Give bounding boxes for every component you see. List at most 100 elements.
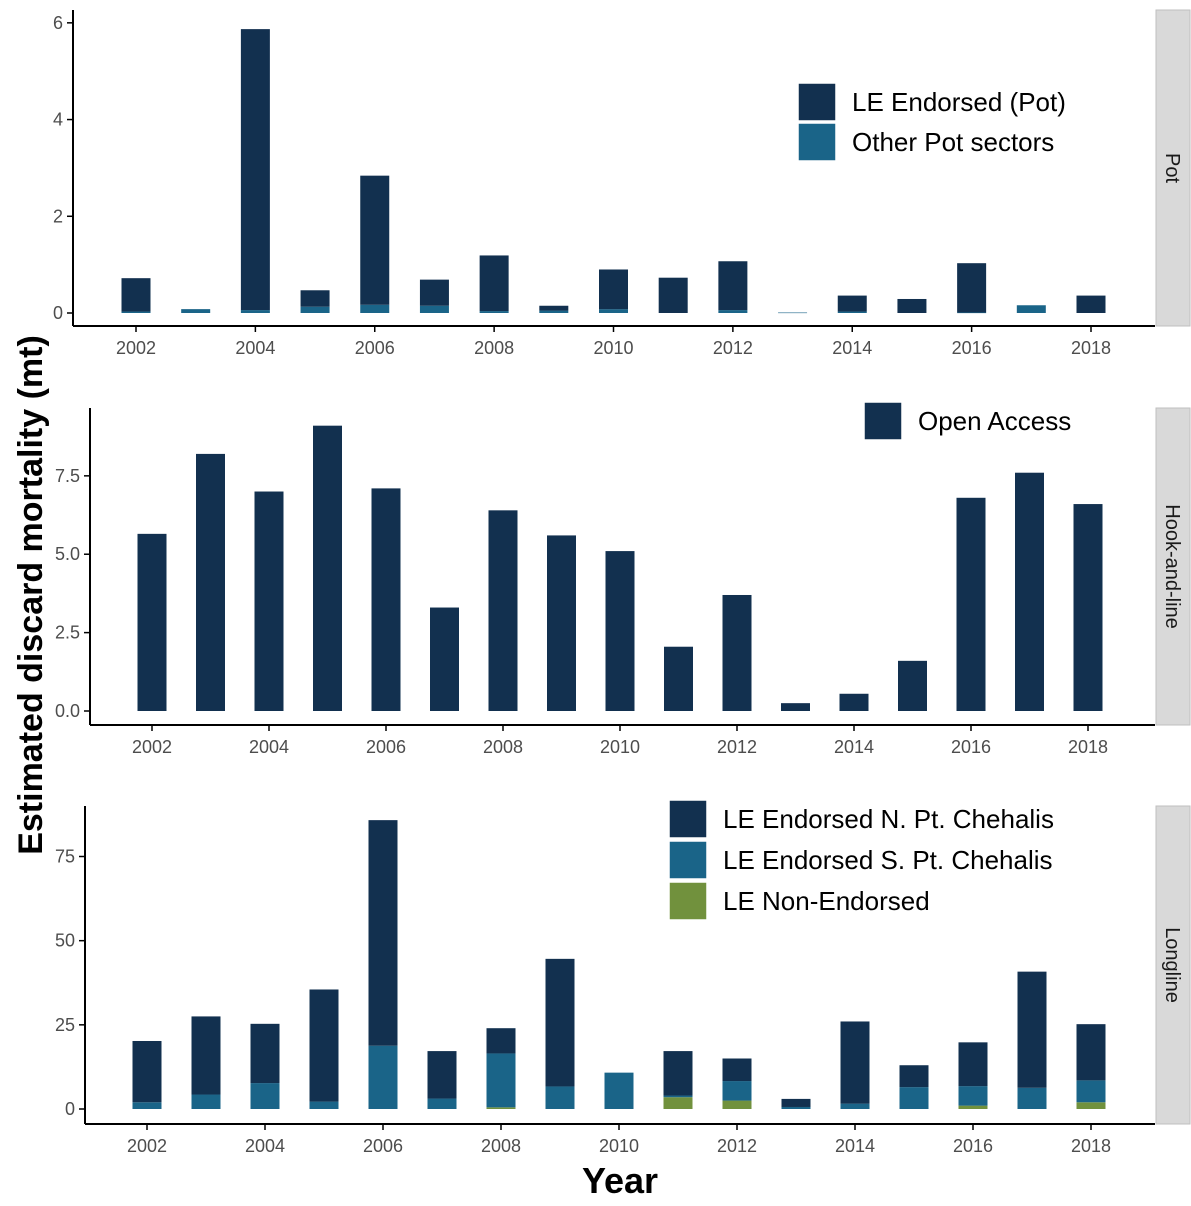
bar-pot-2014-le-endorsed-pot- bbox=[837, 295, 867, 312]
bar-longline-2004-le-endorsed-s-pt-chehalis bbox=[250, 1083, 280, 1109]
bar-pot-2004-other-pot-sectors bbox=[240, 310, 270, 313]
y-tick-label: 6 bbox=[53, 13, 63, 33]
panel-longline: 0 25 50 75 2002 2004 2006 2008 2010 2012 2014 2016 2… bbox=[55, 799, 1191, 1156]
x-tick-label: 2012 bbox=[717, 737, 757, 757]
x-tick-label: 2014 bbox=[834, 737, 874, 757]
bar-hook-and-line-2008-open-access bbox=[488, 510, 518, 711]
bar-hook-and-line-2013-open-access bbox=[781, 703, 810, 711]
x-axis-title: Year bbox=[582, 1160, 658, 1201]
facet-label-longline: Longline bbox=[1161, 927, 1183, 1003]
legend-key-longline bbox=[668, 799, 708, 839]
bar-pot-2012-le-endorsed-pot- bbox=[718, 261, 748, 311]
x-tick-label: 2018 bbox=[1071, 338, 1111, 358]
bar-pot-2018-le-endorsed-pot- bbox=[1076, 295, 1106, 313]
bar-longline-2011-le-endorsed-s-pt-chehalis bbox=[663, 1095, 693, 1098]
x-tick-label: 2018 bbox=[1068, 737, 1108, 757]
bar-longline-2018-le-endorsed-s-pt-chehalis bbox=[1076, 1080, 1106, 1103]
bar-pot-2005-other-pot-sectors bbox=[300, 306, 330, 313]
bar-longline-2004-le-endorsed-n-pt-chehalis bbox=[250, 1023, 280, 1084]
bar-longline-2011-le-non-endorsed bbox=[663, 1097, 693, 1109]
bar-hook-and-line-2014-open-access bbox=[839, 693, 869, 711]
y-tick-label: 4 bbox=[53, 110, 63, 130]
legend-key-longline bbox=[668, 881, 708, 921]
bar-pot-2008-le-endorsed-pot- bbox=[479, 255, 509, 312]
bar-pot-2003-other-pot-sectors bbox=[181, 309, 211, 313]
y-tick-label: 75 bbox=[55, 847, 75, 867]
x-tick-label: 2002 bbox=[127, 1136, 167, 1156]
bar-pot-2016-other-pot-sectors bbox=[957, 312, 987, 314]
x-tick-label: 2018 bbox=[1071, 1136, 1111, 1156]
bar-pot-2015-le-endorsed-pot- bbox=[897, 298, 927, 313]
bar-longline-2011-le-endorsed-n-pt-chehalis bbox=[663, 1051, 693, 1096]
facet-strip-pot bbox=[1155, 9, 1191, 327]
bar-pot-2004-le-endorsed-pot- bbox=[240, 29, 270, 311]
bar-pot-2011-le-endorsed-pot- bbox=[658, 277, 688, 313]
bar-pot-2009-le-endorsed-pot- bbox=[539, 305, 569, 311]
x-tick-label: 2010 bbox=[599, 1136, 639, 1156]
bar-pot-2007-other-pot-sectors bbox=[419, 305, 449, 313]
y-tick-label: 0 bbox=[53, 303, 63, 323]
bar-longline-2007-le-endorsed-s-pt-chehalis bbox=[427, 1098, 457, 1109]
y-tick-label: 0.0 bbox=[55, 701, 80, 721]
x-tick-label: 2006 bbox=[355, 338, 395, 358]
x-tick-label: 2008 bbox=[481, 1136, 521, 1156]
bar-hook-and-line-2006-open-access bbox=[371, 488, 401, 711]
y-tick-label: 5.0 bbox=[55, 544, 80, 564]
bar-longline-2008-le-non-endorsed bbox=[486, 1107, 516, 1109]
bar-pot-2002-other-pot-sectors bbox=[121, 311, 151, 313]
bar-pot-2014-other-pot-sectors bbox=[837, 311, 867, 313]
panels-layer: 0 2 4 6 2002 2004 2006 2008 2010 2012 2014 2016 2018… bbox=[53, 9, 1191, 1156]
legend-key-hook-and-line bbox=[863, 401, 903, 441]
bar-hook-and-line-2007-open-access bbox=[430, 607, 459, 711]
bar-longline-2016-le-endorsed-n-pt-chehalis bbox=[958, 1042, 988, 1087]
bar-longline-2009-le-endorsed-s-pt-chehalis bbox=[545, 1086, 575, 1109]
bar-pot-2007-le-endorsed-pot- bbox=[419, 279, 449, 306]
legend-key-pot bbox=[797, 122, 837, 162]
bar-longline-2005-le-endorsed-n-pt-chehalis bbox=[309, 989, 339, 1102]
bar-pot-2013-other-pot-sectors bbox=[778, 312, 808, 314]
bar-hook-and-line-2017-open-access bbox=[1015, 472, 1044, 711]
x-tick-label: 2014 bbox=[832, 338, 872, 358]
y-tick-label: 2.5 bbox=[55, 623, 80, 643]
bar-hook-and-line-2009-open-access bbox=[547, 535, 576, 711]
bar-pot-2009-other-pot-sectors bbox=[539, 310, 569, 313]
y-tick-label: 25 bbox=[55, 1015, 75, 1035]
x-tick-label: 2016 bbox=[951, 737, 991, 757]
bar-hook-and-line-2016-open-access bbox=[956, 497, 986, 711]
bar-longline-2008-le-endorsed-n-pt-chehalis bbox=[486, 1028, 516, 1054]
legend-label-longline: LE Endorsed N. Pt. Chehalis bbox=[723, 804, 1054, 834]
x-tick-label: 2006 bbox=[366, 737, 406, 757]
bar-longline-2002-le-endorsed-n-pt-chehalis bbox=[132, 1040, 162, 1103]
bar-longline-2018-le-endorsed-n-pt-chehalis bbox=[1076, 1024, 1106, 1081]
bar-longline-2017-le-endorsed-s-pt-chehalis bbox=[1017, 1087, 1047, 1109]
x-tick-label: 2008 bbox=[483, 737, 523, 757]
x-tick-label: 2002 bbox=[132, 737, 172, 757]
x-tick-label: 2004 bbox=[249, 737, 289, 757]
bar-longline-2016-le-endorsed-s-pt-chehalis bbox=[958, 1086, 988, 1106]
bar-hook-and-line-2005-open-access bbox=[313, 425, 342, 711]
x-tick-label: 2012 bbox=[713, 338, 753, 358]
bar-pot-2010-le-endorsed-pot- bbox=[599, 269, 628, 310]
y-axis-title: Estimated discard mortality (mt) bbox=[12, 335, 50, 855]
legend-label-pot: LE Endorsed (Pot) bbox=[852, 87, 1066, 117]
y-tick-label: 0 bbox=[65, 1099, 75, 1119]
facet-strip-longline bbox=[1155, 805, 1191, 1125]
x-tick-label: 2002 bbox=[116, 338, 156, 358]
bar-hook-and-line-2018-open-access bbox=[1073, 504, 1103, 711]
bar-longline-2017-le-endorsed-n-pt-chehalis bbox=[1017, 971, 1047, 1088]
legend-label-longline: LE Non-Endorsed bbox=[723, 886, 930, 916]
bar-longline-2006-le-endorsed-n-pt-chehalis bbox=[368, 820, 398, 1046]
facet-strip-hook-and-line bbox=[1155, 407, 1191, 726]
bar-longline-2016-le-non-endorsed bbox=[958, 1105, 988, 1109]
bar-hook-and-line-2015-open-access bbox=[898, 660, 927, 711]
bar-longline-2003-le-endorsed-n-pt-chehalis bbox=[191, 1016, 221, 1095]
y-tick-label: 50 bbox=[55, 931, 75, 951]
bar-longline-2013-le-endorsed-s-pt-chehalis bbox=[781, 1106, 811, 1109]
bar-longline-2018-le-non-endorsed bbox=[1076, 1102, 1106, 1109]
x-tick-label: 2014 bbox=[835, 1136, 875, 1156]
bar-longline-2012-le-endorsed-n-pt-chehalis bbox=[722, 1058, 752, 1082]
x-tick-label: 2012 bbox=[717, 1136, 757, 1156]
facet-label-pot: Pot bbox=[1161, 153, 1183, 183]
